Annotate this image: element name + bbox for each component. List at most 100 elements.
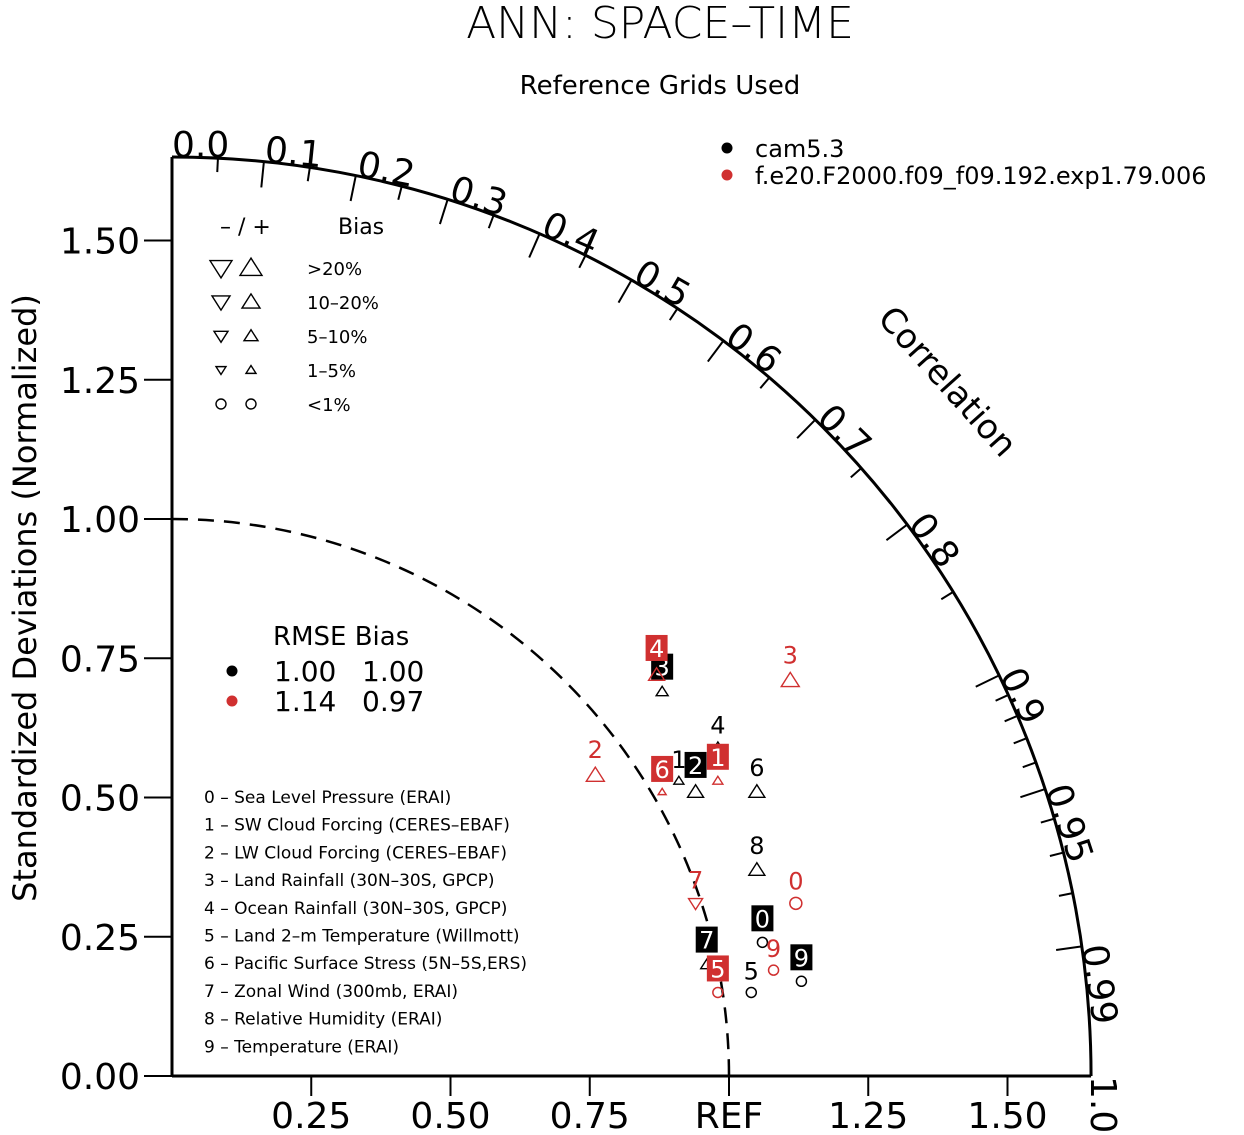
- data-point-label-box: [645, 634, 668, 661]
- correlation-major-tick: [438, 198, 449, 225]
- variable-list-item: 7 – Zonal Wind (300mb, ERAI): [204, 982, 458, 1002]
- correlation-tick-label: 0.9: [991, 661, 1053, 730]
- data-point-label: 7: [699, 927, 714, 955]
- data-point-marker: [711, 774, 725, 785]
- variable-list-item: 5 – Land 2–m Temperature (Willmott): [204, 927, 520, 947]
- data-point-marker: [647, 666, 666, 682]
- data-point-label: 4: [649, 635, 664, 663]
- data-point: 7: [687, 866, 704, 911]
- rmse-value: 1.00: [274, 655, 336, 688]
- bias-value: 0.97: [362, 685, 424, 718]
- rmse-row-dot: [226, 695, 238, 707]
- data-point: 8: [747, 832, 767, 877]
- chart-subtitle: Reference Grids Used: [520, 71, 801, 101]
- correlation-tick-label: 0.2: [354, 144, 418, 196]
- y-tick-label: 0.50: [60, 779, 140, 820]
- correlation-tick-label: 0.3: [445, 169, 512, 225]
- variable-list-item: 9 – Temperature (ERAI): [204, 1037, 399, 1057]
- data-point-marker: [789, 896, 803, 911]
- correlation-major-tick: [617, 279, 633, 304]
- correlation-minor-tick: [759, 376, 771, 389]
- data-point: 2: [585, 736, 606, 782]
- correlation-label-group: 0.6: [718, 315, 788, 382]
- correlation-minor-tick: [1049, 851, 1064, 857]
- data-point: 6: [651, 755, 674, 796]
- data-point-marker: [687, 897, 704, 911]
- data-point-marker: [747, 783, 767, 799]
- correlation-major-tick: [528, 233, 541, 258]
- data-point: 5: [744, 957, 759, 999]
- variable-list-item: 8 – Relative Humidity (ERAI): [204, 1010, 442, 1030]
- data-point-label-box: [751, 905, 774, 932]
- correlation-label-group: Correlation: [870, 299, 1025, 465]
- data-point-marker: [585, 765, 606, 782]
- bias-legend-label: >20%: [307, 259, 362, 280]
- x-tick-label: 0.25: [271, 1096, 351, 1135]
- data-point-label: 6: [749, 754, 764, 782]
- bias-legend-sign-header: – / +: [220, 215, 271, 240]
- bias-legend-down-marker: [212, 330, 230, 344]
- bias-legend-up-marker: [244, 364, 258, 375]
- data-point-marker: [767, 964, 780, 976]
- data-point-label: 1: [710, 744, 725, 772]
- correlation-minor-tick: [1022, 761, 1037, 769]
- correlation-label-group: 0.99: [1073, 942, 1125, 1027]
- x-tick-label: 1.50: [967, 1096, 1047, 1135]
- correlation-label-group: 0.5: [627, 252, 697, 316]
- correlation-tick-label: 0.6: [718, 315, 788, 382]
- data-point-marker: [654, 684, 670, 697]
- correlation-minor-tick: [850, 467, 862, 479]
- data-point-label: 9: [766, 935, 781, 963]
- data-point: 4: [645, 634, 668, 682]
- variable-list-item: 6 – Pacific Surface Stress (5N–5S,ERS): [204, 954, 527, 974]
- correlation-tick-label: 0.99: [1073, 942, 1125, 1027]
- correlation-minor-tick: [1013, 737, 1028, 745]
- data-point: 2: [684, 751, 707, 799]
- series-legend-dot: [721, 142, 733, 154]
- x-tick-label: 0.50: [410, 1096, 490, 1135]
- correlation-minor-tick: [940, 591, 954, 601]
- series-legend: cam5.3f.e20.F2000.f09_f09.192.exp1.79.00…: [721, 135, 1206, 190]
- x-tick-label: 1.25: [828, 1096, 908, 1135]
- correlation-label-group: 0.2: [354, 144, 418, 196]
- data-point-label: 0: [788, 867, 803, 895]
- rmse-bias-header: RMSE Bias: [273, 622, 409, 652]
- correlation-major-tick: [796, 418, 817, 439]
- correlation-major-tick: [260, 161, 265, 188]
- bias-legend-label: 1–5%: [307, 361, 356, 382]
- data-point-label-box: [706, 955, 729, 982]
- data-point-label: 5: [710, 955, 725, 983]
- correlation-tick-label: 0.4: [536, 204, 605, 264]
- data-point: 3: [779, 642, 801, 688]
- data-point-label: 3: [783, 642, 798, 670]
- correlation-label-group: 0.0: [172, 125, 229, 166]
- data-point: 9: [790, 944, 813, 988]
- correlation-major-tick: [1020, 788, 1046, 799]
- correlation-label-group: 0.1: [263, 130, 324, 177]
- data-point-marker: [656, 787, 668, 796]
- data-point: 0: [788, 867, 803, 911]
- data-point-label: 2: [688, 752, 703, 780]
- correlation-label-group: 0.4: [536, 204, 605, 264]
- correlation-label-group: 0.3: [445, 169, 512, 225]
- data-point-label: 2: [588, 736, 603, 764]
- correlation-label: Correlation: [870, 299, 1025, 465]
- data-point: 9: [766, 935, 781, 976]
- variable-list-item: 3 – Land Rainfall (30N–30S, GPCP): [204, 871, 494, 891]
- correlation-major-tick: [1055, 945, 1083, 952]
- correlation-label-group: 0.8: [900, 505, 967, 575]
- correlation-tick-label: 0.5: [627, 252, 697, 316]
- bias-legend-up-marker: [242, 328, 260, 342]
- bias-legend-circle: [215, 398, 227, 410]
- data-point-label: 4: [710, 711, 725, 739]
- outer-arc: [171, 155, 1093, 1077]
- data-point: 6: [747, 754, 767, 799]
- data-point-label-box: [684, 751, 707, 778]
- data-point-label: 5: [744, 957, 759, 985]
- x-tick-label: REF: [695, 1096, 763, 1135]
- data-point-label: 0: [755, 905, 770, 933]
- variable-list-item: 4 – Ocean Rainfall (30N–30S, GPCP): [204, 899, 507, 919]
